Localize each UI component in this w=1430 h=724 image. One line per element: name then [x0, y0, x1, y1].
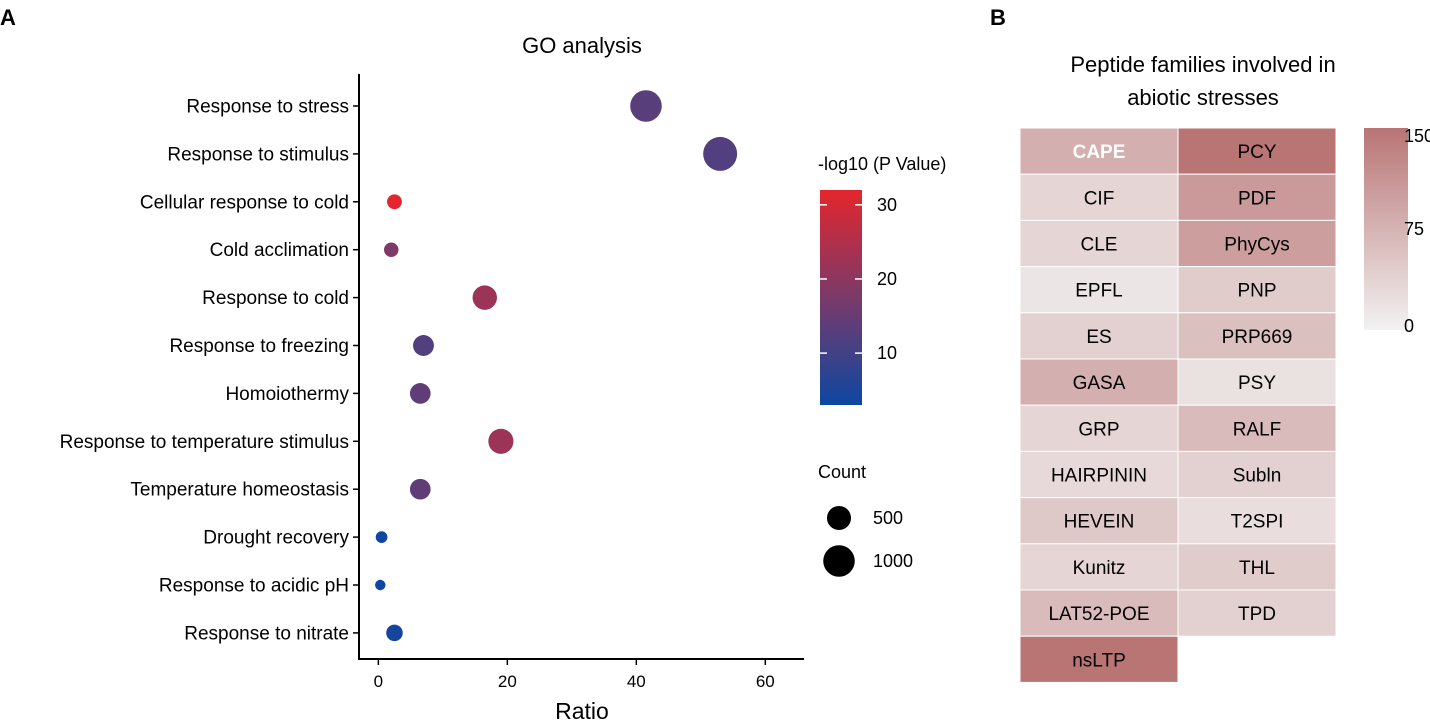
heatmap-colorbar-tick-label: 0	[1404, 316, 1414, 336]
heatmap-cell-label: PRP669	[1222, 327, 1293, 348]
y-tick-label: Response to stimulus	[167, 144, 349, 165]
heatmap-colorbar-tick-label: 150	[1404, 126, 1430, 146]
data-point	[703, 136, 738, 171]
heatmap-cell-label: CAPE	[1073, 142, 1126, 163]
heatmap-grid: CAPE CIF CLE EPFL ES GASA GRP HAIRPININ HEVEIN Ku…	[1019, 127, 1337, 683]
heatmap-cell-label: PDF	[1238, 188, 1276, 209]
data-point	[375, 579, 386, 591]
heatmap-cell-label: CIF	[1084, 188, 1115, 209]
heatmap-cell-label: GASA	[1073, 373, 1126, 394]
heatmap-cell-label: RALF	[1233, 419, 1282, 440]
heatmap-cell	[1019, 404, 1179, 452]
heatmap-cell-label: THL	[1239, 558, 1275, 579]
heatmap-cell	[1019, 450, 1179, 499]
heatmap-cell-label: nsLTP	[1072, 650, 1126, 671]
x-tick-label: 40	[627, 672, 646, 691]
heatmap-cell-label: PhyCys	[1224, 235, 1289, 256]
heatmap-cell-label: PSY	[1238, 373, 1276, 394]
heatmap-cell	[1177, 127, 1337, 175]
size-legend-dot	[826, 505, 852, 531]
heatmap-colorbar-tick-label: 75	[1404, 219, 1424, 239]
y-tick-label: Response to temperature stimulus	[60, 432, 349, 453]
color-legend: 10 20 30	[820, 190, 897, 405]
heatmap-cell-label: TPD	[1238, 604, 1276, 625]
go-plot-area: Response to stress Response to stimulus Ce…	[60, 74, 804, 691]
heatmap-cell	[1019, 127, 1179, 175]
colorbar-tick-label: 30	[877, 195, 897, 215]
x-tick-label: 0	[374, 672, 383, 691]
size-legend-title: Count	[818, 462, 866, 482]
heatmap-cell	[1177, 219, 1337, 268]
heatmap-cell	[1019, 497, 1179, 545]
go-chart-title: GO analysis	[522, 33, 642, 58]
panel-a-letter: A	[0, 5, 16, 30]
y-tick-label: Response to cold	[202, 288, 349, 309]
data-point	[409, 478, 431, 500]
heatmap-title-line-1: Peptide families involved in	[1070, 52, 1335, 77]
size-legend-label: 1000	[873, 551, 913, 571]
data-point	[387, 194, 402, 210]
y-tick-label: Response to nitrate	[184, 623, 349, 644]
heatmap-cell	[1019, 589, 1179, 637]
heatmap-cell	[1177, 266, 1337, 314]
heatmap-cell	[1019, 358, 1179, 406]
size-legend-label: 500	[873, 508, 903, 528]
data-point	[384, 242, 399, 257]
heatmap-cell-label: PCY	[1237, 142, 1276, 163]
y-tick-label: Temperature homeostasis	[130, 480, 349, 501]
heatmap-cell-label: T2SPI	[1231, 512, 1284, 533]
heatmap-cell-label: CLE	[1081, 235, 1118, 256]
heatmap-colorbar-rect	[1364, 128, 1408, 330]
colorbar-rect	[820, 190, 862, 405]
y-tick-label: Drought recovery	[203, 528, 349, 549]
heatmap-cell	[1019, 173, 1179, 221]
data-point	[488, 428, 514, 454]
heatmap-title-line-2: abiotic stresses	[1127, 85, 1279, 110]
heatmap-cell-label: Subln	[1233, 466, 1282, 487]
y-tick-label: Response to stress	[186, 97, 349, 118]
heatmap-cell	[1019, 543, 1179, 591]
heatmap-cell	[1177, 173, 1337, 221]
data-point	[386, 624, 403, 642]
y-tick-label: Cold acclimation	[210, 240, 349, 261]
colorbar-tick-label: 10	[877, 343, 897, 363]
color-legend-title: -log10 (P Value)	[818, 154, 946, 174]
heatmap-cell	[1177, 358, 1337, 406]
data-point	[472, 285, 497, 310]
heatmap-cell	[1177, 312, 1337, 360]
heatmap-cell-label: LAT52-POE	[1048, 604, 1149, 625]
heatmap-cell	[1177, 404, 1337, 452]
y-tick-label: Cellular response to cold	[140, 192, 349, 213]
heatmap-cell-label: PNP	[1237, 281, 1276, 302]
heatmap-cell	[1019, 266, 1179, 314]
y-tick-label: Homoiothermy	[225, 384, 349, 405]
data-point	[375, 531, 388, 543]
data-point	[413, 335, 434, 356]
heatmap-cell-label: HAIRPININ	[1051, 466, 1147, 487]
y-tick-label: Response to freezing	[169, 336, 349, 357]
x-tick-label: 60	[756, 672, 775, 691]
heatmap-cell	[1177, 450, 1337, 499]
size-legend-dot	[823, 545, 855, 577]
data-point	[630, 90, 662, 122]
heatmap-cell	[1177, 589, 1337, 637]
x-tick-label: 20	[498, 672, 517, 691]
heatmap-cell	[1177, 497, 1337, 545]
y-tick-label: Response to acidic pH	[159, 576, 349, 597]
size-legend: 500 1000	[823, 505, 913, 577]
x-axis-label: Ratio	[555, 698, 609, 724]
data-point	[409, 383, 431, 404]
colorbar-tick-label: 20	[877, 269, 897, 289]
heatmap-cell-label: HEVEIN	[1064, 512, 1135, 533]
panel-b-letter: B	[990, 5, 1006, 30]
heatmap-cell-label: GRP	[1078, 419, 1119, 440]
heatmap-cell	[1019, 219, 1179, 268]
heatmap-cell	[1019, 635, 1179, 683]
heatmap-cell-label: Kunitz	[1073, 558, 1126, 579]
heatmap-cell-label: EPFL	[1075, 281, 1123, 302]
heatmap-color-legend: 0 75 150	[1364, 126, 1430, 336]
heatmap-cell-label: ES	[1086, 327, 1111, 348]
